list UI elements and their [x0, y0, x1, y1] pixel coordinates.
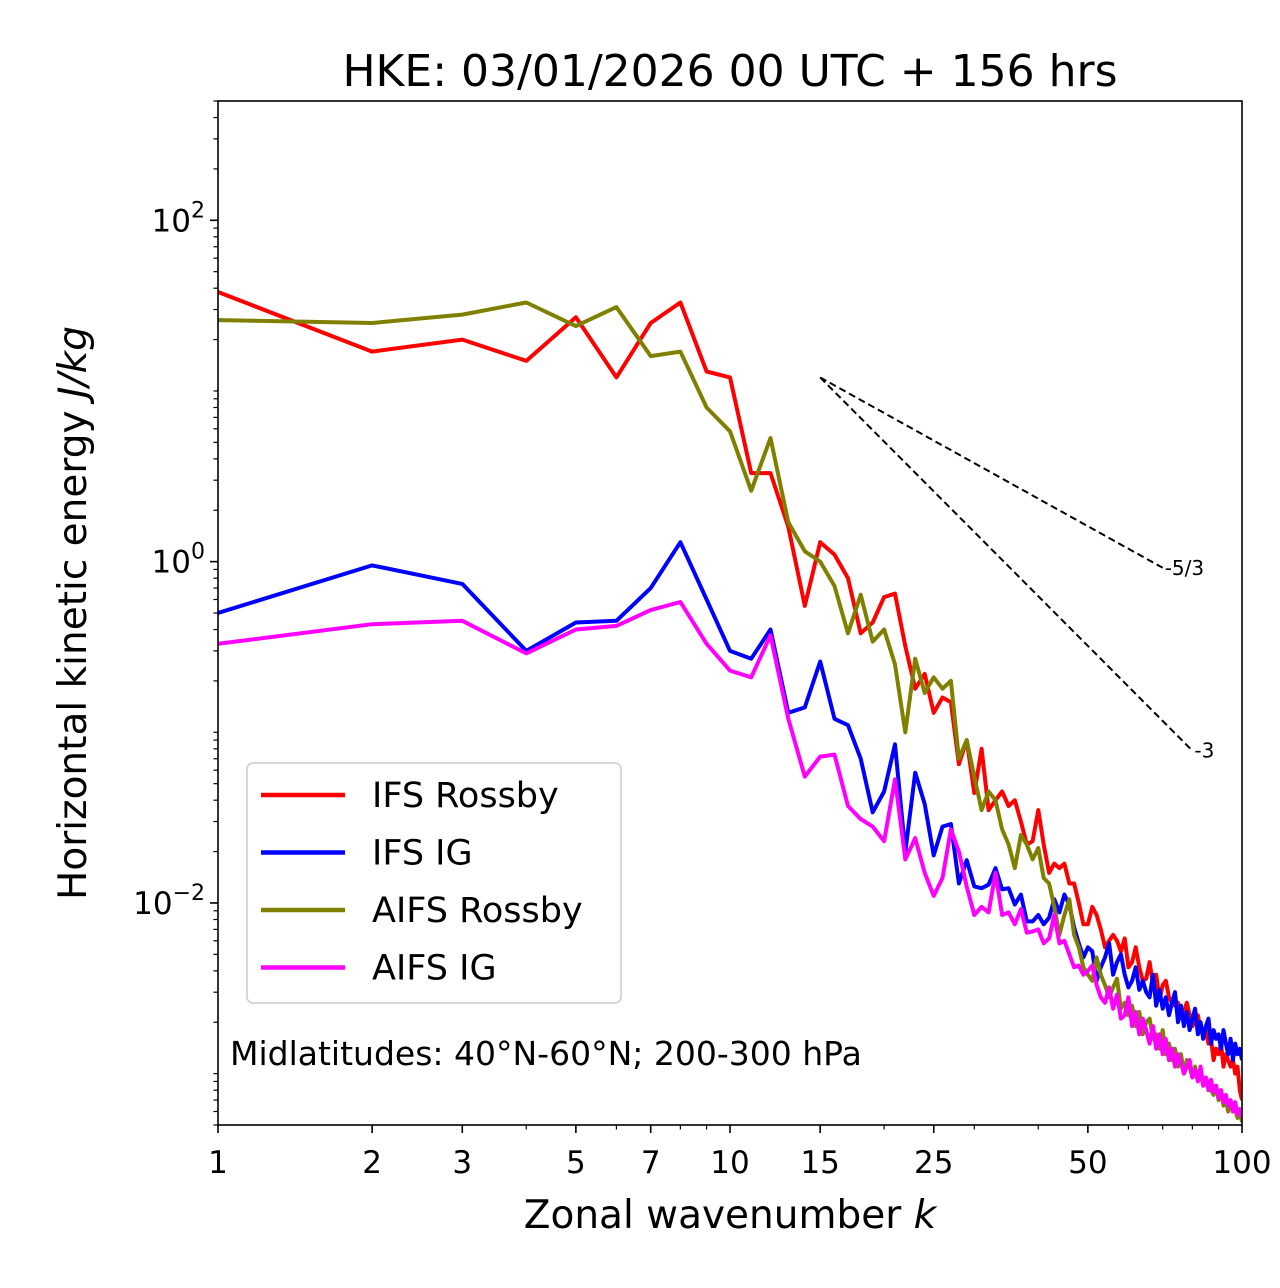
major-ticks [210, 219, 1243, 1133]
legend-label-ifs-ig: IFS IG [372, 834, 473, 874]
x-tick-label: 7 [641, 1145, 661, 1181]
x-tick-label: 25 [914, 1145, 953, 1181]
y-axis-label: Horizontal kinetic energy J/kg [51, 326, 96, 900]
x-tick-label: 1 [208, 1145, 228, 1181]
series-lines [218, 290, 1242, 1123]
legend-box [246, 762, 622, 1004]
legend: IFS Rossby IFS IG AIFS Rossby AIFS IG [246, 762, 622, 1004]
region-annotation: Midlatitudes: 40°N-60°N; 200-300 hPa [230, 1034, 862, 1073]
x-tick-label: 2 [362, 1145, 382, 1181]
x-tick-label: 5 [566, 1145, 586, 1181]
reference-slope-label: -5/3 [1165, 556, 1204, 580]
reference-slopes: -5/3 -3 [819, 376, 1214, 763]
x-tick-label: 15 [800, 1145, 839, 1181]
y-tick-label: 10−2 [133, 881, 205, 922]
chart-title: HKE: 03/01/2026 00 UTC + 156 hrs [342, 46, 1117, 97]
plot-frame [217, 100, 1243, 1126]
series-line-ifs-ig [218, 540, 1242, 1063]
x-tick-label: 50 [1068, 1145, 1107, 1181]
legend-label-ifs-rossby: IFS Rossby [372, 776, 559, 816]
legend-label-aifs-rossby: AIFS Rossby [372, 891, 583, 931]
x-tick-label: 3 [452, 1145, 472, 1181]
legend-label-aifs-ig: AIFS IG [372, 949, 497, 989]
reference-slope-label: -3 [1194, 739, 1214, 763]
y-tick-label: 102 [152, 198, 205, 239]
y-tick-labels: 102 100 10−2 [133, 198, 205, 922]
x-axis-label: Zonal wavenumber k [524, 1193, 938, 1238]
y-tick-label: 100 [152, 540, 205, 581]
series-line-aifs-ig [218, 600, 1242, 1119]
x-tick-label: 100 [1212, 1145, 1271, 1181]
x-tick-label: 10 [710, 1145, 749, 1181]
x-tick-labels: 1 2 3 5 7 10 15 25 50 100 [208, 1145, 1271, 1181]
